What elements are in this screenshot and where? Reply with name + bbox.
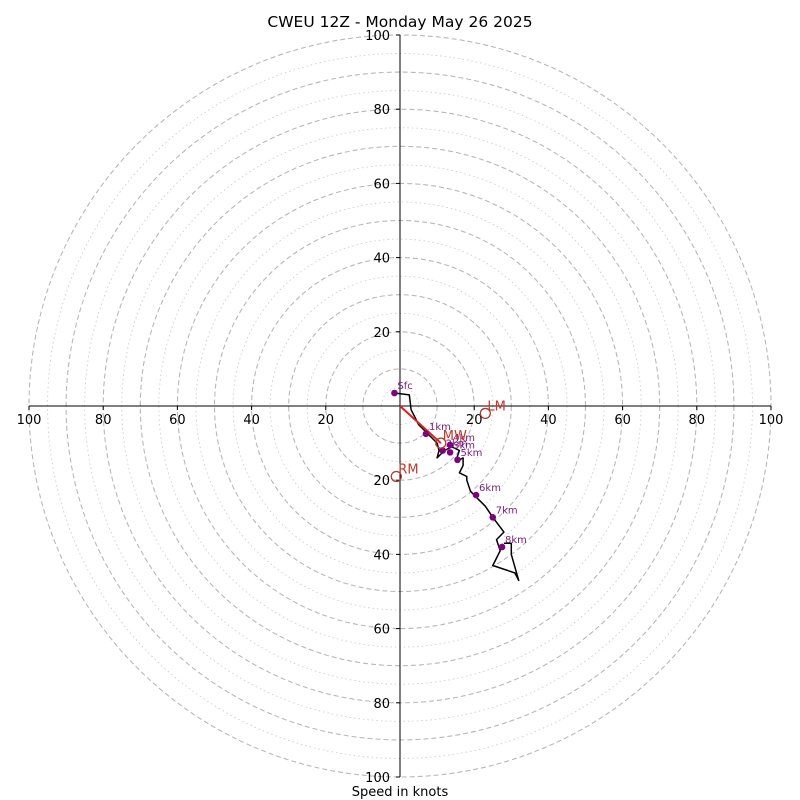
storm-motion-label: LM <box>487 399 505 414</box>
x-axis-label: Speed in knots <box>352 785 449 800</box>
height-marker-dot <box>422 430 430 438</box>
height-marker-label: 8km <box>505 535 527 546</box>
x-tick-label: 60 <box>614 413 631 428</box>
x-tick-label: 40 <box>540 413 557 428</box>
y-tick-label: 20 <box>373 474 390 489</box>
height-marker-label: 1km <box>429 422 451 433</box>
height-marker-label: 3km <box>453 440 475 451</box>
storm-motion-label: RM <box>398 462 418 477</box>
height-marker-dot <box>439 447 446 454</box>
x-tick-label: 20 <box>466 413 483 428</box>
y-tick-label: 80 <box>373 697 390 712</box>
height-marker-label: 5km <box>461 448 483 459</box>
storm-motion-label: MW <box>443 429 467 444</box>
chart-title: CWEU 12Z - Monday May 26 2025 <box>267 13 532 31</box>
height-marker-label: 4km <box>453 433 475 444</box>
hodograph-line <box>394 392 520 582</box>
shear-vector <box>399 405 442 444</box>
y-tick-label: 40 <box>373 252 390 267</box>
x-tick-label: 40 <box>243 413 260 428</box>
storm-motion-marker <box>435 437 447 449</box>
height-marker-label: 2km <box>446 439 468 450</box>
x-tick-label: 80 <box>95 413 112 428</box>
x-tick-label: 80 <box>689 413 706 428</box>
y-tick-label: 100 <box>365 29 390 44</box>
height-marker-dot <box>498 543 506 551</box>
hodograph-trace <box>394 392 520 582</box>
height-marker-label: 6km <box>479 483 501 494</box>
height-marker-dot <box>454 456 461 464</box>
height-marker-dot <box>489 514 497 521</box>
x-tick-label: 60 <box>169 413 186 428</box>
height-marker-dot <box>446 441 454 449</box>
y-tick-label: 100 <box>365 771 390 786</box>
height-marker-dot <box>391 389 398 397</box>
height-marker-label: 7km <box>496 505 518 516</box>
x-tick-label: 20 <box>318 413 335 428</box>
x-tick-label: 100 <box>759 413 784 428</box>
y-tick-label: 60 <box>373 177 390 192</box>
y-tick-label: 20 <box>373 326 390 341</box>
bulk-shear-line <box>399 405 442 444</box>
y-tick-label: 40 <box>373 548 390 563</box>
height-marker-dot <box>446 449 454 456</box>
storm-motion-marker <box>479 407 491 420</box>
y-tick-label: 80 <box>373 103 390 118</box>
storm-motion-marker <box>390 470 402 483</box>
axis-ticks: 100 80 60 40 20 20 40 60 80 100 100 80 60 40 20 20 40 60 8… <box>17 29 784 786</box>
x-tick-label: 100 <box>17 413 42 428</box>
storm-motion-markers: LM MW RM <box>390 399 506 483</box>
height-marker-label: Sfc <box>397 381 412 392</box>
y-tick-label: 60 <box>373 623 390 638</box>
height-marker-dot <box>472 491 480 499</box>
